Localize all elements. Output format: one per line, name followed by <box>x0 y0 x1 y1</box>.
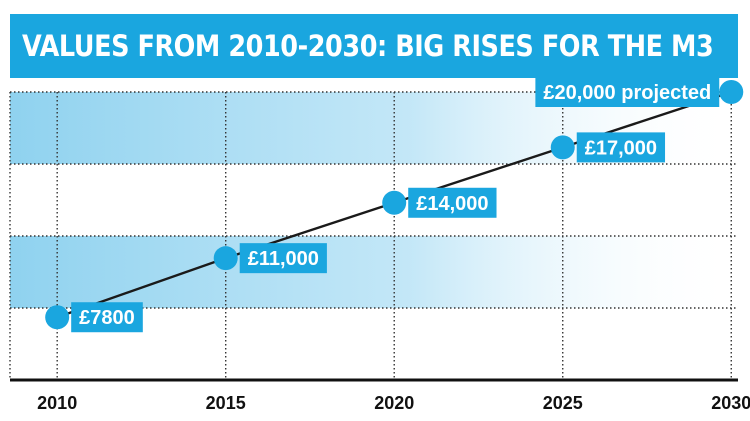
data-label: £11,000 <box>239 243 327 274</box>
data-label: £17,000 <box>576 132 666 163</box>
data-label-text: £11,000 <box>248 248 319 270</box>
x-tick-label: 2020 <box>374 393 414 413</box>
background-band <box>10 236 738 308</box>
x-tick-label: 2030 <box>711 393 750 413</box>
data-label-box <box>239 243 327 274</box>
data-label-box <box>408 187 497 218</box>
chart-title: VALUES FROM 2010-2030: BIG RISES FOR THE… <box>22 29 714 63</box>
data-label-text: £14,000 <box>416 193 488 215</box>
data-label-text: £20,000 projected <box>543 82 711 104</box>
data-point <box>719 80 744 104</box>
data-label-text: £17,000 <box>585 137 657 159</box>
title-bar: VALUES FROM 2010-2030: BIG RISES FOR THE… <box>10 14 738 78</box>
data-point <box>213 246 238 271</box>
x-tick-label: 2010 <box>37 393 77 413</box>
data-label-text: £7800 <box>79 307 135 329</box>
data-label-box <box>71 302 143 333</box>
data-point <box>45 305 70 330</box>
x-tick-label: 2025 <box>543 393 583 413</box>
data-label: £7800 <box>71 302 143 333</box>
data-label: £14,000 <box>408 187 497 218</box>
data-label-box <box>576 132 666 163</box>
data-point <box>382 190 407 215</box>
data-point <box>550 135 575 160</box>
x-tick-label: 2015 <box>206 393 246 413</box>
data-label-box <box>535 77 720 107</box>
data-label: £20,000 projected <box>535 77 720 107</box>
